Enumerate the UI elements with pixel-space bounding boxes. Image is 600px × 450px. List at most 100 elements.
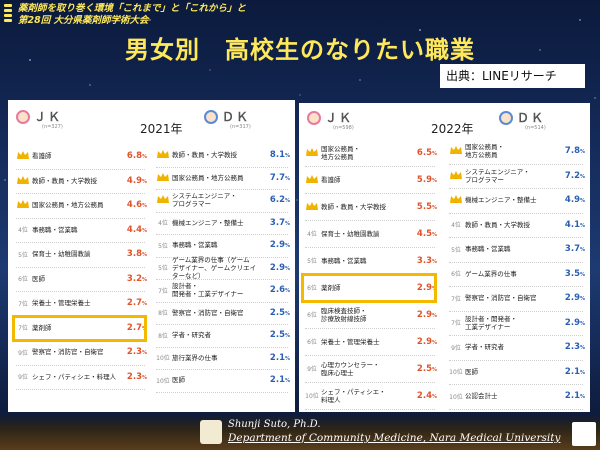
jk-n: (n=598) — [333, 125, 354, 131]
job-name: 公認会計士 — [465, 392, 498, 401]
job-name: 看護師 — [321, 175, 341, 184]
ranking-row: 国家公務員・ 地方公務員 7.8% — [447, 139, 585, 164]
year-label-2022: 2022年 — [431, 122, 474, 136]
crown-icon — [154, 149, 172, 161]
ranking-row: 9位 学者・研究者 2.3% — [447, 335, 585, 360]
percentage-value: 3.5% — [564, 268, 585, 279]
percentage-value: 4.4% — [126, 224, 147, 235]
rank-label: 5位 — [158, 242, 168, 250]
ranking-row: 5位 保育士・幼稚園教諭 3.8% — [14, 242, 147, 267]
crown-icon — [303, 174, 321, 186]
ranking-row: システムエンジニア・ プログラマー 6.2% — [154, 189, 290, 212]
percentage-value: 2.5% — [416, 363, 437, 374]
pharmacist-highlight-box — [301, 273, 437, 303]
rank-label: 9位 — [18, 374, 28, 382]
job-name: 事務職・営業職 — [321, 256, 367, 265]
rank-label: 6位 — [307, 312, 317, 319]
row-divider — [16, 242, 145, 243]
row-divider — [449, 163, 583, 165]
slide-title: 男女別 高校生のなりたい職業 — [125, 36, 475, 64]
ranking-row: 10位 医師 2.1% — [154, 369, 290, 392]
percentage-value: 2.3% — [564, 342, 585, 353]
job-name: 学者・研究者 — [465, 343, 504, 352]
ranking-row: 4位 保育士・幼稚園教諭 4.5% — [303, 220, 437, 247]
job-name: 機械エンジニア・整備士 — [172, 218, 244, 227]
percentage-value: 3.7% — [564, 244, 585, 255]
row-divider — [449, 335, 583, 336]
rank-label: 7位 — [158, 287, 168, 295]
job-name: 事務職・営業職 — [32, 225, 78, 234]
rank-label: 7位 — [451, 320, 461, 328]
rank-label: 4位 — [158, 220, 168, 228]
dk-label: ＤＫ — [517, 111, 546, 125]
percentage-value: 4.9% — [564, 195, 585, 206]
ranking-row: 教師・教員・大学教授 5.5% — [303, 193, 437, 220]
row-divider — [305, 220, 435, 221]
row-divider — [156, 166, 288, 168]
row-divider — [156, 346, 288, 348]
ranking-row: システムエンジニア・ プログラマー 7.2% — [447, 164, 585, 189]
rank-label: 6位 — [451, 271, 461, 279]
footer-background — [0, 414, 600, 450]
crown-icon — [154, 172, 172, 184]
header-decoration-icon — [4, 4, 14, 26]
job-name: 医師 — [32, 274, 45, 283]
percentage-value: 3.8% — [126, 249, 147, 260]
ranking-row: 10位 公認会計士 2.1% — [447, 384, 585, 409]
crown-icon — [447, 145, 465, 157]
row-divider — [16, 217, 145, 219]
crown-icon — [14, 199, 32, 211]
percentage-value: 7.7% — [269, 172, 290, 183]
crown-icon — [14, 175, 32, 187]
author-name: Shunji Suto, Ph.D. — [228, 419, 321, 430]
rank-label: 10位 — [449, 393, 463, 401]
rank-label: 10位 — [156, 355, 170, 363]
ranking-row: 6位 医師 3.2% — [14, 267, 147, 292]
ranking-row: 機械エンジニア・整備士 4.9% — [447, 188, 585, 213]
header-line-2: 第28回 大分県薬剤師学術大会 — [18, 15, 149, 26]
girl-avatar-icon — [16, 109, 30, 124]
job-name: 医師 — [465, 367, 478, 376]
job-name: 国家公務員・地方公務員 — [32, 201, 104, 210]
percentage-value: 6.8% — [126, 151, 147, 162]
percentage-value: 4.9% — [126, 175, 147, 186]
row-divider — [156, 301, 288, 303]
row-divider — [156, 369, 288, 370]
rank-label: 8位 — [158, 332, 168, 340]
job-name: 臨床検査技師・ 診療放射線技師 — [321, 306, 367, 323]
ranking-row: 4位 事務職・営業職 4.4% — [14, 218, 147, 243]
job-name: 国家公務員・地方公務員 — [172, 173, 244, 182]
job-name: 教師・教員・大学教授 — [321, 202, 386, 211]
job-name: 医師 — [172, 376, 185, 385]
rank-label: 7位 — [18, 325, 28, 333]
job-name: 栄養士・管理栄養士 — [321, 337, 380, 346]
ranking-row: 4位 教師・教員・大学教授 4.1% — [447, 213, 585, 238]
rank-label: 7位 — [18, 300, 28, 308]
ranking-row: 10位 シェフ・パティシエ・ 料理人 2.4% — [303, 382, 437, 409]
percentage-value: 2.5% — [269, 307, 290, 318]
ranking-row: 5位 事務職・営業職 2.9% — [154, 234, 290, 257]
ranking-row: 5位 事務職・営業職 3.3% — [303, 247, 437, 274]
rank-label: 8位 — [158, 310, 168, 318]
row-divider — [16, 193, 145, 194]
dk-n: (n=514) — [525, 125, 546, 131]
row-divider — [156, 234, 288, 235]
ranking-row: 9位 心理カウンセラー・ 臨床心理士 2.5% — [303, 355, 437, 382]
row-divider — [305, 328, 435, 329]
row-divider — [16, 291, 145, 292]
crown-icon — [303, 201, 321, 213]
ranking-row: 看護師 6.8% — [14, 144, 147, 169]
job-name: ゲーム業界の仕事（ゲーム デザイナー、ゲームクリエイターなど） — [172, 255, 257, 280]
row-divider — [449, 310, 583, 312]
rank-label: 10位 — [305, 393, 319, 400]
row-divider — [305, 166, 435, 167]
percentage-value: 8.1% — [269, 150, 290, 161]
crown-icon — [14, 150, 32, 162]
rank-label: 6位 — [307, 285, 317, 292]
ranking-row: 6位 臨床検査技師・ 診療放射線技師 2.9% — [303, 301, 437, 328]
row-divider — [449, 188, 583, 189]
job-name: 栄養士・管理栄養士 — [32, 299, 91, 308]
row-divider — [156, 256, 288, 258]
row-divider — [449, 359, 583, 361]
percentage-value: 3.3% — [416, 255, 437, 266]
